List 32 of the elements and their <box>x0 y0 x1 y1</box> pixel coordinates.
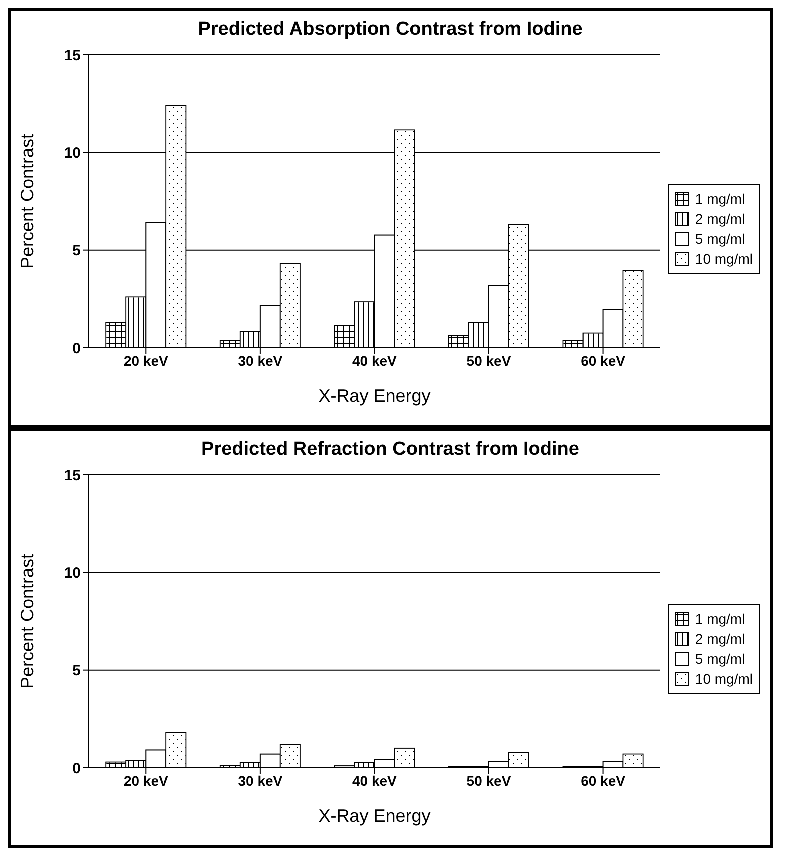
x-tick-label: 30 keV <box>238 772 284 789</box>
chart-title: Predicted Refraction Contrast from Iodine <box>200 439 580 461</box>
x-tick-label: 50 keV <box>466 352 512 369</box>
x-tick-label: 20 keV <box>124 772 169 789</box>
x-tick-label: 40 keV <box>352 772 398 789</box>
y-tick-label: 15 <box>64 47 81 64</box>
x-tick-label: 60 keV <box>581 352 626 369</box>
y-axis-title: Percent Contrast <box>17 134 38 270</box>
x-tick-label: 20 keV <box>124 352 169 369</box>
legend-label: 10 mg/ml <box>695 250 753 268</box>
legend-label: 1 mg/ml <box>695 190 746 208</box>
x-axis-title: X-Ray Energy <box>318 806 431 826</box>
y-tick-label: 15 <box>64 467 81 484</box>
y-tick-label: 10 <box>64 564 81 582</box>
x-tick-label: 50 keV <box>466 772 512 789</box>
x-tick-label: 60 keV <box>581 772 626 789</box>
legend-label: 1 mg/ml <box>695 610 746 628</box>
x-tick-label: 30 keV <box>238 352 284 369</box>
legend-label: 5 mg/ml <box>695 650 746 668</box>
legend-label: 2 mg/ml <box>695 630 746 648</box>
chart-title: Predicted Absorption Contrast from Iodine <box>197 19 584 41</box>
x-tick-label: 40 keV <box>352 352 398 369</box>
x-axis-title: X-Ray Energy <box>318 386 431 406</box>
y-tick-label: 10 <box>64 144 81 162</box>
y-tick-label: 0 <box>72 340 81 358</box>
y-tick-label: 5 <box>72 662 81 680</box>
y-tick-label: 5 <box>72 242 81 260</box>
y-tick-label: 0 <box>72 760 81 778</box>
legend-label: 5 mg/ml <box>695 230 746 248</box>
legend-label: 2 mg/ml <box>695 210 746 228</box>
y-axis-title: Percent Contrast <box>17 554 38 690</box>
legend-label: 10 mg/ml <box>695 670 753 688</box>
